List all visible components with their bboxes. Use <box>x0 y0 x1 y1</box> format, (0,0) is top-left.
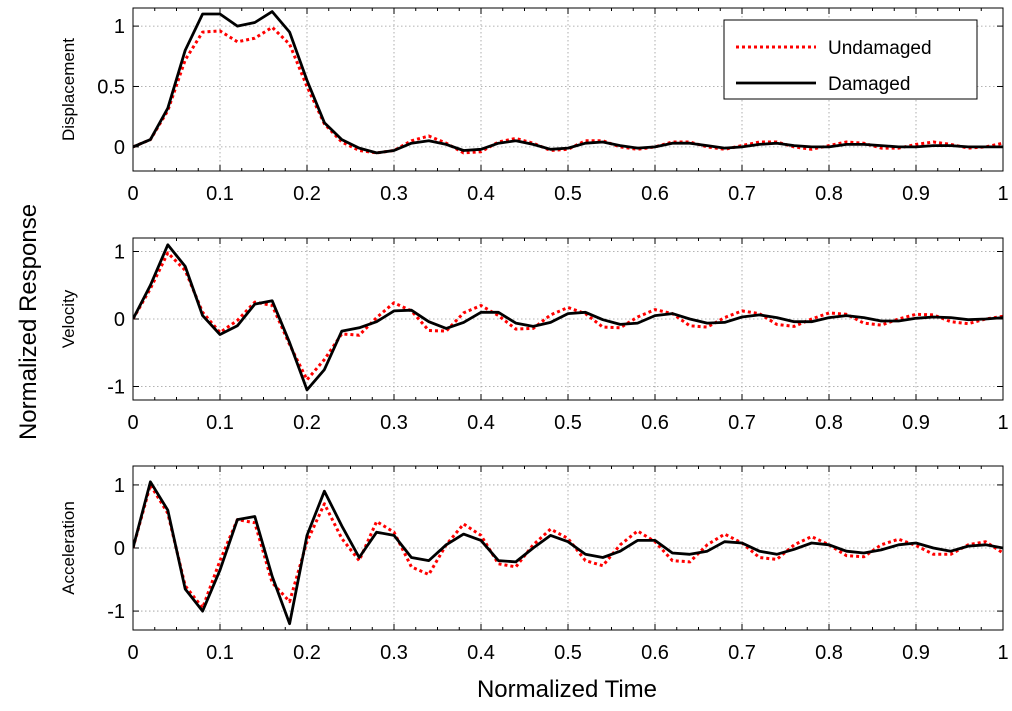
series-line-damaged <box>133 243 1003 392</box>
x-tick-label: 0.9 <box>902 412 930 434</box>
y-tick-label: 1 <box>114 16 125 38</box>
series-line-damaged <box>133 480 1003 626</box>
legend: Undamaged Damaged <box>723 19 978 100</box>
x-tick-label: 0 <box>127 412 138 434</box>
x-tick-label: 0.2 <box>293 642 321 664</box>
y-axis-label: Displacement <box>59 38 78 141</box>
y-axis-label: Acceleration <box>59 501 78 595</box>
series-line-undamaged <box>133 251 1003 382</box>
x-tick-label: 0.2 <box>293 183 321 205</box>
x-tick-label: 0.4 <box>467 183 495 205</box>
y-tick-label: -1 <box>107 601 125 623</box>
axes-frame <box>132 7 1004 172</box>
x-tick-label: 0.7 <box>728 642 756 664</box>
subplot-panels: 0 0.1 0.2 0.3 0.4 0.5 0.6 0.7 0.8 0.9 1 0 0.5 1 Displa… <box>59 7 1009 664</box>
y-tick-label: 0 <box>114 538 125 560</box>
x-tick-label: 0.5 <box>554 642 582 664</box>
x-tick-label: 0.3 <box>380 183 408 205</box>
shared-x-axis-label: Normalized Time <box>477 676 657 703</box>
x-tick-label: 0.4 <box>467 412 495 434</box>
x-tick-label: 0.5 <box>554 412 582 434</box>
y-tick-label: -1 <box>107 377 125 399</box>
x-tick-label: 0.2 <box>293 412 321 434</box>
x-tick-label: 0.8 <box>815 412 843 434</box>
x-tick-label: 0.4 <box>467 642 495 664</box>
x-tick-label: 0.5 <box>554 183 582 205</box>
x-tick-label: 0.1 <box>206 183 234 205</box>
x-tick-label: 0 <box>127 642 138 664</box>
x-tick-label: 0.6 <box>641 642 669 664</box>
axes-frame <box>132 237 1004 401</box>
x-tick-label: 0.6 <box>641 183 669 205</box>
x-tick-label: 0.7 <box>728 412 756 434</box>
shared-y-axis-label: Normalized Response <box>15 204 42 440</box>
legend-label-undamaged: Undamaged <box>828 38 932 59</box>
x-tick-label: 0.3 <box>380 412 408 434</box>
axes-frame <box>132 465 1004 631</box>
x-tick-label: 0.6 <box>641 412 669 434</box>
y-tick-label: 0.5 <box>97 76 125 98</box>
x-tick-label: 0.9 <box>902 183 930 205</box>
x-tick-label: 0.1 <box>206 642 234 664</box>
y-tick-label: 0 <box>114 309 125 331</box>
y-axis-label: Velocity <box>59 289 78 348</box>
subplot-acceleration: 0 0.1 0.2 0.3 0.4 0.5 0.6 0.7 0.8 0.9 1-101Acceler… <box>59 465 1009 664</box>
series-line-undamaged <box>133 25 1003 155</box>
x-tick-label: 0.3 <box>380 642 408 664</box>
x-tick-label: 1 <box>997 412 1008 434</box>
y-tick-label: 1 <box>114 242 125 264</box>
y-tick-label: 1 <box>114 475 125 497</box>
subplot-velocity: 0 0.1 0.2 0.3 0.4 0.5 0.6 0.7 0.8 0.9 1-101Velocit… <box>59 237 1009 434</box>
legend-box <box>723 19 978 100</box>
subplot-displacement: 0 0.1 0.2 0.3 0.4 0.5 0.6 0.7 0.8 0.9 1 0 0.5 1 Displa… <box>59 7 1009 205</box>
x-tick-label: 0.8 <box>815 183 843 205</box>
legend-label-damaged: Damaged <box>828 74 910 95</box>
x-tick-label: 0.8 <box>815 642 843 664</box>
series-line-damaged <box>133 10 1003 155</box>
x-tick-label: 0.7 <box>728 183 756 205</box>
x-tick-label: 1 <box>997 183 1008 205</box>
x-tick-label: 0 <box>127 183 138 205</box>
x-tick-label: 0.1 <box>206 412 234 434</box>
x-tick-label: 1 <box>997 642 1008 664</box>
x-tick-label: 0.9 <box>902 642 930 664</box>
y-tick-label: 0 <box>114 137 125 159</box>
